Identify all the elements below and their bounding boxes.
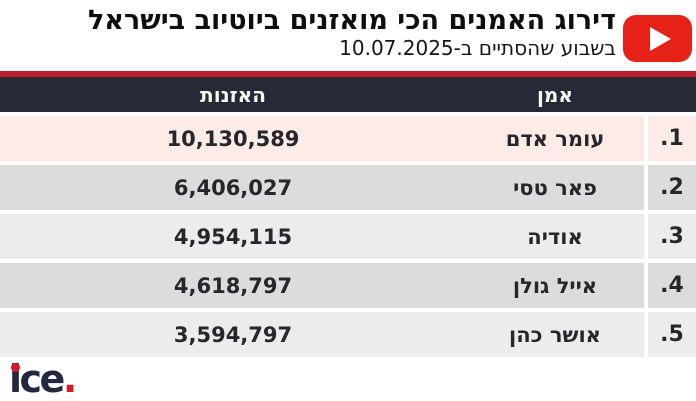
rank-value: 5. [648,312,696,357]
listens-value: 3,594,797 [173,322,293,347]
artist-name: אודיה [527,224,583,249]
rank-value: 4. [648,263,696,308]
ice-logo-period: . [62,357,77,401]
table-body: 10,130,589 עומר אדם 1. 6,406,027 פאר טסי 2. 4,… [0,116,696,357]
listens-value: 4,954,115 [173,224,293,249]
listens-value: 4,618,797 [173,273,293,298]
rank-value: 1. [648,116,696,161]
title-block: דירוג האמנים הכי מואזנים ביוטיוב בישראל … [0,0,696,60]
column-header-rank-spacer [648,77,696,112]
artist-name: פאר טסי [513,175,597,200]
youtube-icon [623,15,692,62]
artist-name: אושר כהן [509,322,601,347]
ice-logo-red-dot [11,363,20,372]
divider-stripe [0,71,696,77]
table-row: 4,618,797 אייל גולן 4. [0,263,696,308]
ice-logo: ice. [9,357,77,401]
column-header-listens: האזנות [200,82,266,107]
footer: ice. [0,357,696,401]
table-row: 3,594,797 אושר כהן 5. [0,312,696,357]
column-header-artist: אמן [537,82,573,107]
header: דירוג האמנים הכי מואזנים ביוטיוב בישראל … [0,0,696,71]
page-title: דירוג האמנים הכי מואזנים ביוטיוב בישראל [87,5,616,36]
table-row: 6,406,027 פאר טסי 2. [0,165,696,210]
artist-name: עומר אדם [505,126,605,151]
rank-value: 2. [648,165,696,210]
listens-value: 10,130,589 [166,126,300,151]
artist-name: אייל גולן [512,273,598,298]
table-row: 4,954,115 אודיה 3. [0,214,696,259]
table-header: האזנות אמן [0,77,696,112]
listens-value: 6,406,027 [173,175,293,200]
play-icon [649,26,671,51]
table-row: 10,130,589 עומר אדם 1. [0,116,696,161]
rank-value: 3. [648,214,696,259]
page-subtitle: בשבוע שהסתיים ב-10.07.2025 [339,36,616,61]
